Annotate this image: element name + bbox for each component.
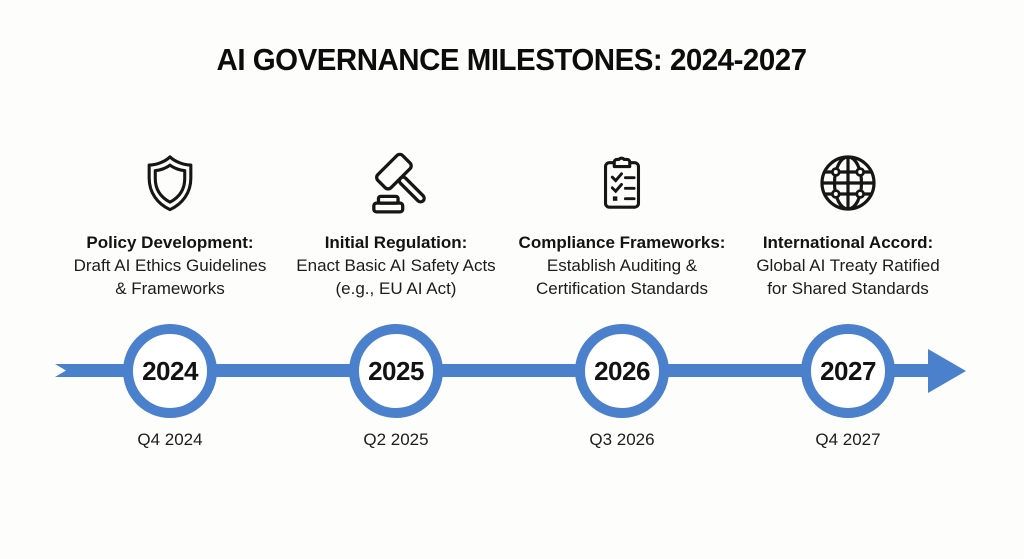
milestone-column-2024: Policy Development: Draft AI Ethics Guid…	[50, 148, 290, 300]
timeline-node-year: 2025	[368, 355, 424, 386]
clipboard-checklist-icon	[587, 148, 657, 218]
milestone-text: Policy Development: Draft AI Ethics Guid…	[74, 231, 267, 300]
milestone-heading: Policy Development:	[86, 233, 254, 252]
milestone-desc-line1: Draft AI Ethics Guidelines	[73, 256, 267, 275]
timeline-node-2025: 2025	[349, 324, 443, 418]
milestone-text: Initial Regulation: Enact Basic AI Safet…	[296, 231, 495, 300]
timeline-node-2026: 2026	[575, 324, 669, 418]
timeline-band	[55, 364, 937, 377]
milestone-desc-line1: Enact Basic AI Safety Acts	[296, 256, 496, 275]
timeline-arrowhead-icon	[928, 349, 966, 393]
milestone-heading: International Accord:	[762, 233, 934, 252]
milestone-desc-line1: Global AI Treaty Ratified	[756, 256, 940, 275]
quarter-label: Q2 2025	[363, 430, 429, 449]
timeline-node-2027: 2027	[801, 324, 895, 418]
milestone-desc-line2: for Shared Standards	[767, 279, 929, 298]
milestone-column-2026: Compliance Frameworks: Establish Auditin…	[502, 148, 742, 300]
quarter-label: Q4 2027	[815, 430, 881, 449]
milestone-column-2025: Initial Regulation: Enact Basic AI Safet…	[276, 148, 516, 300]
milestone-desc-line1: Establish Auditing &	[546, 256, 698, 275]
milestone-desc-line2: Certification Standards	[536, 279, 708, 298]
milestone-column-2027: International Accord: Global AI Treaty R…	[728, 148, 968, 300]
quarter-label: Q4 2024	[137, 430, 203, 449]
timeline-node-year: 2027	[820, 355, 876, 386]
timeline-node-year: 2026	[594, 355, 650, 386]
milestone-text: International Accord: Global AI Treaty R…	[756, 231, 939, 300]
quarter-label: Q3 2026	[589, 430, 655, 449]
milestone-desc-line2: & Frameworks	[115, 279, 225, 298]
page-title: AI GOVERNANCE MILESTONES: 2024-2027	[216, 42, 808, 77]
milestone-heading: Initial Regulation:	[324, 233, 468, 252]
timeline-node-2024: 2024	[123, 324, 217, 418]
milestone-text: Compliance Frameworks: Establish Auditin…	[519, 231, 726, 300]
globe-icon	[813, 148, 883, 218]
gavel-icon	[361, 148, 431, 218]
milestone-heading: Compliance Frameworks:	[518, 233, 726, 252]
shield-icon	[135, 148, 205, 218]
milestone-desc-line2: (e.g., EU AI Act)	[335, 279, 457, 298]
timeline-node-year: 2024	[142, 355, 198, 386]
